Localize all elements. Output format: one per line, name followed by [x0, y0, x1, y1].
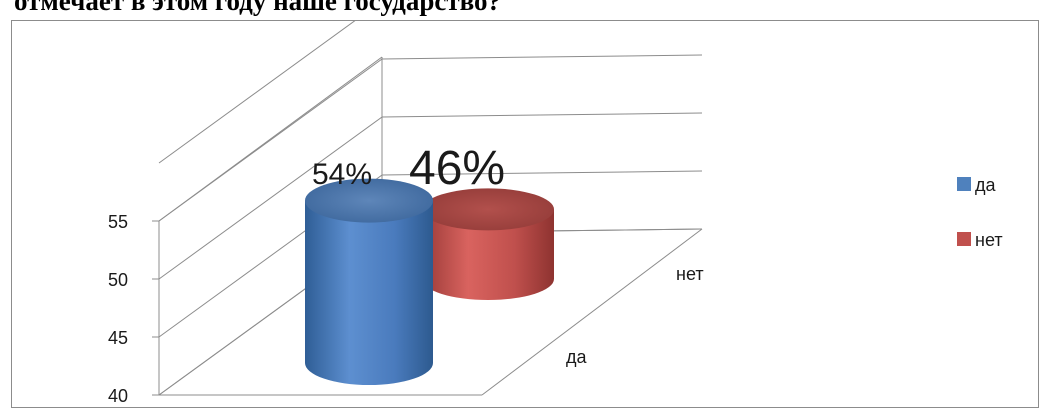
data-label-da: 54%: [312, 158, 372, 191]
gridline-diag: [158, 116, 383, 280]
gridline-back: [381, 112, 703, 118]
bar-body: [422, 209, 554, 300]
legend-label-net: нет: [975, 230, 1003, 250]
bar-net: [422, 188, 554, 300]
bar-top: [422, 188, 554, 231]
legend-swatch-net: [957, 232, 971, 246]
gridline-diag: [158, 58, 383, 222]
legend-swatch-da: [957, 177, 971, 191]
y-tick-label: 40: [108, 386, 128, 406]
bar-body: [305, 200, 433, 385]
bar-top: [305, 178, 433, 223]
chart-heading: отмечает в этом году наше государство?: [14, 0, 502, 16]
y-tick-label: 45: [108, 328, 128, 348]
legend: да нет: [957, 175, 1003, 250]
chart-area: 40 45 50 55 да нет 54% 46% да нет: [11, 20, 1039, 408]
gridline-back: [381, 170, 703, 176]
category-label-da: да: [566, 347, 588, 367]
chart-svg: 40 45 50 55 да нет 54% 46% да нет: [108, 21, 1003, 406]
y-tick-label: 55: [108, 212, 128, 232]
gridline-diag: [158, 21, 356, 164]
y-axis: 40 45 50 55: [108, 212, 159, 406]
legend-label-da: да: [975, 175, 997, 195]
bar-da: [305, 178, 433, 385]
data-label-net: 46%: [409, 142, 505, 195]
category-label-net: нет: [676, 264, 704, 284]
gridline-back: [381, 54, 703, 60]
y-tick-label: 50: [108, 270, 128, 290]
bars: [305, 178, 554, 385]
